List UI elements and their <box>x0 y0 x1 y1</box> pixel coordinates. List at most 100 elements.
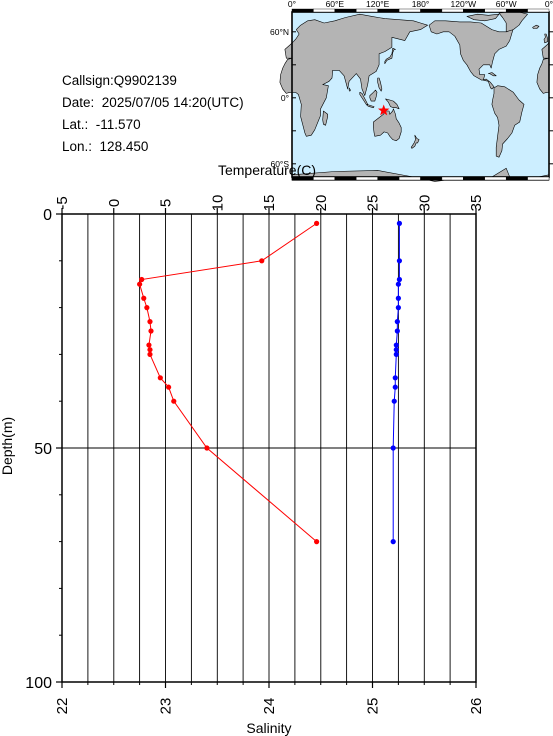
map-top-scale-segment <box>527 8 550 13</box>
landmass-sri-lanka <box>348 87 351 92</box>
landmass-java <box>366 104 375 108</box>
salinity-point-14 <box>390 445 396 451</box>
temperature-point-10 <box>147 351 153 357</box>
salinity-tick-label: 25 <box>365 698 382 715</box>
salinity-point-11 <box>392 375 398 381</box>
salinity-tick-label: 24 <box>261 698 278 715</box>
map-longitude-label: 180° <box>412 0 430 9</box>
salinity-point-5 <box>395 305 401 311</box>
temperature-axis-ticks: -5 0 5 10 15 20 25 30 35 <box>54 195 485 214</box>
temperature-tick-label: 5 <box>158 199 175 207</box>
temperature-point-0 <box>314 220 320 226</box>
salinity-point-15 <box>390 539 396 545</box>
date-line: Date: 2025/07/05 14:20(UTC) <box>62 95 244 111</box>
salinity-tick-label: 22 <box>54 698 71 715</box>
landmass-iberia-wrap <box>541 42 550 59</box>
temperature-tick-label: 20 <box>313 195 330 212</box>
salinity-point-8 <box>393 342 399 348</box>
lon-label: Lon.: <box>62 139 93 154</box>
temperature-point-5 <box>144 305 150 311</box>
map-frame <box>291 8 553 181</box>
map-longitude-label: 120°W <box>451 0 477 9</box>
temperature-tick-label: 0 <box>106 199 123 207</box>
map-latitude-label: 0° <box>281 93 289 103</box>
lat-label: Lat.: <box>62 117 89 132</box>
map-longitude-label: 0° <box>545 0 553 9</box>
temperature-point-2 <box>139 276 145 283</box>
map-left-ticks: 60°N 0° 60°S <box>270 27 289 169</box>
temperature-point-11 <box>157 375 163 381</box>
temperature-point-15 <box>314 539 320 545</box>
landmass-australia <box>373 108 402 141</box>
salinity-tick-label: 23 <box>158 698 175 715</box>
series-layer <box>137 220 403 545</box>
landmass-cuba <box>488 72 497 77</box>
temperature-tick-label: 15 <box>261 195 278 212</box>
landmass-philippines <box>377 77 383 92</box>
date-label: Date: <box>62 95 95 110</box>
salinity-axis-ticks: 22 23 24 25 26 <box>54 682 485 714</box>
landmass-west-africa-wrap <box>536 57 550 94</box>
landmass-new-guinea <box>385 98 400 110</box>
temperature-point-14 <box>204 445 210 451</box>
temperature-tick-label: 10 <box>209 195 226 212</box>
temperature-point-4 <box>141 295 147 301</box>
temperature-point-3 <box>137 281 143 287</box>
landmass-new-zealand <box>410 134 420 149</box>
temperature-point-13 <box>171 398 177 404</box>
float-location-marker-icon <box>377 104 390 116</box>
salinity-point-2 <box>396 276 403 283</box>
temperature-tick-label: -5 <box>54 196 71 209</box>
world-map: 0° 60°E 120°E 180° 120°W 60°W 0° 60°N 0° 60°S <box>270 0 553 182</box>
grid-lines <box>62 214 476 682</box>
salinity-point-4 <box>395 295 401 301</box>
lat-value: -11.570 <box>95 117 141 132</box>
map-bottom-scale-segment <box>527 176 550 181</box>
map-longitude-label: 0° <box>288 0 296 9</box>
temperature-point-7 <box>148 328 154 334</box>
landmass-south-america <box>491 85 525 158</box>
temperature-axis-label: Temperature(C) <box>218 162 316 178</box>
temperature-point-9 <box>147 347 153 353</box>
lat-line: Lat.: -11.570 <box>62 117 141 133</box>
lon-value: 128.450 <box>99 139 149 154</box>
salinity-point-3 <box>395 281 401 287</box>
landmass-borneo <box>369 89 378 102</box>
callsign-label: Callsign: <box>62 73 114 88</box>
callsign-value: Q9902139 <box>113 73 177 88</box>
map-land <box>279 11 550 182</box>
salinity-axis-label: Salinity <box>246 720 291 736</box>
salinity-point-9 <box>393 347 399 353</box>
depth-axis-ticks: 0 50 100 <box>25 207 62 692</box>
landmass-eurasia-africa <box>279 13 428 137</box>
callsign-line: Callsign:Q9902139 <box>62 73 177 89</box>
map-longitude-label: 60°W <box>496 0 517 9</box>
salinity-point-1 <box>396 258 403 264</box>
depth-tick-label: 100 <box>25 675 52 692</box>
temperature-point-6 <box>147 319 153 325</box>
salinity-point-10 <box>393 351 399 357</box>
date-value: 2025/07/05 14:20(UTC) <box>101 95 244 110</box>
landmass-japan <box>384 48 396 64</box>
map-longitude-label: 120°E <box>366 0 390 9</box>
depth-tick-label: 50 <box>34 441 52 458</box>
map-top-ticks: 0° 60°E 120°E 180° 120°W 60°W 0° <box>288 0 553 9</box>
map-longitude-label: 60°E <box>326 0 345 9</box>
temperature-point-8 <box>146 342 152 348</box>
landmass-madagascar <box>322 110 328 126</box>
temperature-tick-label: 35 <box>468 195 485 212</box>
depth-tick-label: 0 <box>43 207 52 224</box>
map-latitude-label: 60°S <box>270 159 289 169</box>
temperature-point-12 <box>166 384 172 390</box>
lon-line: Lon.: 128.450 <box>62 139 148 155</box>
salinity-point-7 <box>394 328 400 334</box>
salinity-point-12 <box>392 384 398 390</box>
salinity-point-13 <box>391 398 397 404</box>
map-latitude-label: 60°N <box>270 27 289 37</box>
salinity-point-6 <box>394 319 400 325</box>
salinity-tick-label: 26 <box>468 698 485 715</box>
landmass-arctic-islands <box>466 13 500 22</box>
depth-axis-label: Depth(m) <box>0 417 15 475</box>
